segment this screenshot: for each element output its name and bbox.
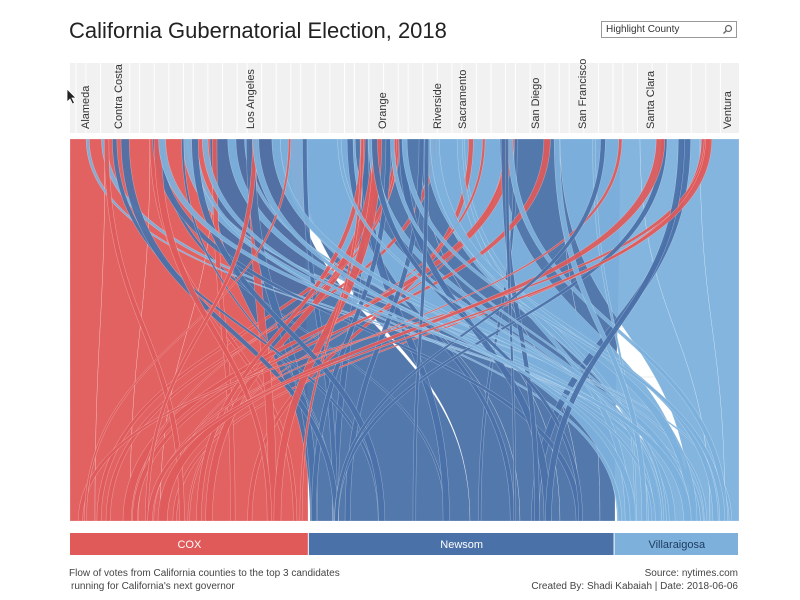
villaraigosa-candidate-label: Villaraigosa	[648, 539, 706, 551]
newsom-thin-flow[interactable]	[545, 138, 685, 522]
chart-description: Flow of votes from California counties t…	[69, 567, 340, 593]
county-label[interactable]: Riverside	[432, 83, 444, 129]
county-label[interactable]: San Diego	[530, 78, 542, 129]
villaraigosa-candidate-bar[interactable]	[614, 533, 738, 555]
cox-candidate-bar[interactable]	[70, 533, 308, 555]
county-header-band	[70, 63, 739, 133]
page-title: California Gubernatorial Election, 2018	[69, 18, 447, 43]
cox-thin-flow[interactable]	[150, 138, 623, 522]
cox-thin-flow[interactable]	[299, 138, 364, 522]
search-icon[interactable]	[722, 24, 733, 35]
cox-thin-flow[interactable]	[135, 138, 400, 522]
county-label[interactable]: Los Angeles	[245, 69, 257, 129]
villaraigosa-thin-flow[interactable]	[252, 138, 637, 522]
newsom-thin-flow[interactable]	[311, 138, 392, 522]
newsom-thin-flow[interactable]	[505, 138, 517, 522]
cox-thin-flow[interactable]	[84, 138, 291, 522]
mouse-cursor-icon	[66, 88, 77, 105]
county-label[interactable]: San Francisco	[577, 59, 589, 129]
newsom-candidate-label: Newsom	[440, 539, 483, 551]
cox-thin-flow[interactable]	[157, 138, 666, 522]
county-label[interactable]: Orange	[377, 92, 389, 129]
search-placeholder: Highlight County	[606, 24, 680, 35]
villaraigosa-thin-flow[interactable]	[401, 138, 725, 522]
newsom-thin-flow[interactable]	[334, 138, 606, 522]
villaraigosa-thin-flow[interactable]	[227, 138, 676, 522]
newsom-candidate-bar[interactable]	[308, 533, 614, 555]
newsom-thin-flow[interactable]	[120, 138, 339, 522]
villaraigosa-flow[interactable]	[699, 138, 740, 522]
county-label[interactable]: Sacramento	[457, 70, 469, 129]
description-line-2: running for California's next governor	[71, 581, 235, 592]
source-text: Source: nytimes.com	[644, 568, 738, 579]
villaraigosa-thin-flow[interactable]	[158, 138, 692, 522]
cox-thin-flow[interactable]	[147, 138, 713, 522]
villaraigosa-thin-flow[interactable]	[186, 138, 732, 522]
cox-thin-flow[interactable]	[78, 138, 711, 522]
villaraigosa-thin-flow[interactable]	[390, 138, 667, 522]
search-input[interactable]: Highlight County	[601, 21, 737, 38]
villaraigosa-thin-flow[interactable]	[553, 138, 648, 522]
credit-text: Created By: Shadi Kabaiah | Date: 2018-0…	[531, 581, 738, 592]
cox-thin-flow[interactable]	[103, 138, 185, 522]
description-line-1: Flow of votes from California counties t…	[69, 568, 340, 579]
county-label[interactable]: Alameda	[80, 85, 92, 129]
newsom-thin-flow[interactable]	[191, 138, 386, 522]
county-label[interactable]: Santa Clara	[645, 70, 657, 129]
county-label[interactable]: Ventura	[722, 90, 734, 129]
county-label[interactable]: Contra Costa	[113, 63, 125, 129]
cox-thin-flow[interactable]	[153, 138, 272, 522]
chart-credits: Source: nytimes.com Created By: Shadi Ka…	[531, 567, 738, 593]
cox-candidate-label: COX	[177, 539, 202, 551]
